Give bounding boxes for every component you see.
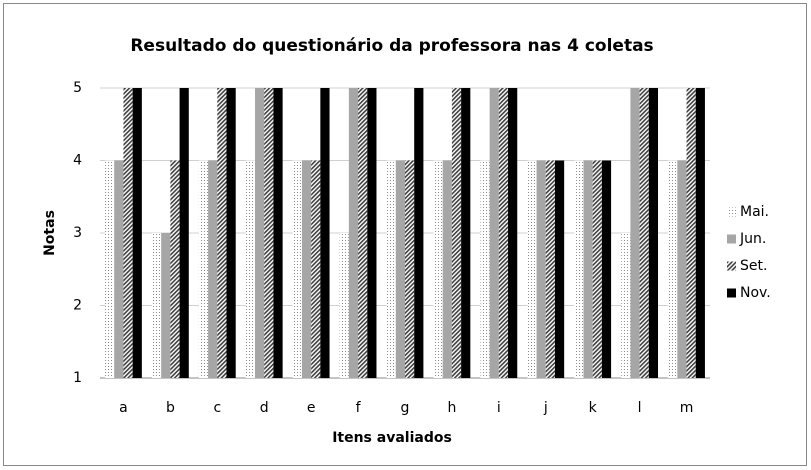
x-tick-label: m <box>680 400 694 416</box>
y-tick-label: 5 <box>73 80 82 96</box>
bar <box>583 160 593 378</box>
y-tick-label: 4 <box>73 153 82 169</box>
bar <box>264 88 274 378</box>
bar <box>358 88 368 378</box>
bar <box>414 88 424 378</box>
x-tick-label: d <box>260 400 269 416</box>
x-tick-label: j <box>543 400 548 416</box>
y-tick-label: 3 <box>73 225 82 241</box>
bar <box>198 160 209 378</box>
bar <box>574 160 584 378</box>
y-tick-label: 1 <box>73 370 82 386</box>
bar <box>367 88 377 378</box>
legend-label: Nov. <box>740 285 771 301</box>
bar <box>217 88 227 378</box>
bar <box>668 160 678 378</box>
x-tick-label: e <box>307 400 316 416</box>
bar <box>161 233 171 378</box>
bar <box>132 88 142 378</box>
bar <box>508 88 518 378</box>
bar <box>151 233 162 378</box>
x-tick-label: h <box>447 400 456 416</box>
bar <box>695 88 705 378</box>
x-tick-label: g <box>401 400 410 416</box>
bar <box>677 160 687 378</box>
y-axis-title: Notas <box>42 210 58 256</box>
bar <box>451 88 462 378</box>
bar <box>170 160 180 378</box>
x-tick-label: b <box>166 400 175 416</box>
bar <box>386 160 396 378</box>
chart-title: Resultado do questionário da professora … <box>130 36 653 56</box>
bar <box>480 160 490 378</box>
bar <box>442 160 452 378</box>
y-tick-label: 2 <box>73 298 82 314</box>
bar <box>208 160 218 378</box>
legend-label: Mai. <box>740 204 769 220</box>
x-tick-label: k <box>589 400 598 416</box>
bar <box>292 160 302 378</box>
x-tick-label: i <box>497 400 501 416</box>
bar <box>245 160 256 378</box>
bar <box>320 88 330 378</box>
bar <box>461 88 471 378</box>
bar <box>123 88 133 378</box>
bar <box>348 88 359 378</box>
bar <box>536 160 546 378</box>
bar <box>405 160 415 378</box>
legend-swatch <box>727 234 736 244</box>
bar <box>114 160 124 378</box>
bar <box>554 160 565 378</box>
bar <box>273 88 283 378</box>
legend-swatch <box>727 261 736 271</box>
bar <box>301 160 312 378</box>
bar <box>395 160 405 378</box>
bar <box>311 160 321 378</box>
bar <box>255 88 265 378</box>
bar <box>339 233 349 378</box>
x-axis-title: Itens avaliados <box>332 430 452 446</box>
x-tick-label: f <box>356 400 362 416</box>
legend-swatch <box>727 288 736 298</box>
bar <box>433 160 443 378</box>
bar <box>630 88 640 378</box>
bar <box>639 88 649 378</box>
bar <box>105 160 115 378</box>
bar <box>226 88 236 378</box>
bar <box>686 88 696 378</box>
legend-swatch <box>727 207 736 217</box>
bar <box>498 88 509 378</box>
bar <box>527 160 537 378</box>
bar <box>545 160 555 378</box>
x-tick-label: c <box>213 400 221 416</box>
bar <box>648 88 659 378</box>
x-tick-label: l <box>638 400 642 416</box>
x-tick-label: a <box>119 400 128 416</box>
bar <box>179 88 189 378</box>
bar <box>592 160 602 378</box>
bar <box>489 88 499 378</box>
legend-label: Set. <box>740 258 767 274</box>
bar <box>601 160 612 378</box>
bar <box>621 233 631 378</box>
legend-label: Jun. <box>739 231 766 247</box>
